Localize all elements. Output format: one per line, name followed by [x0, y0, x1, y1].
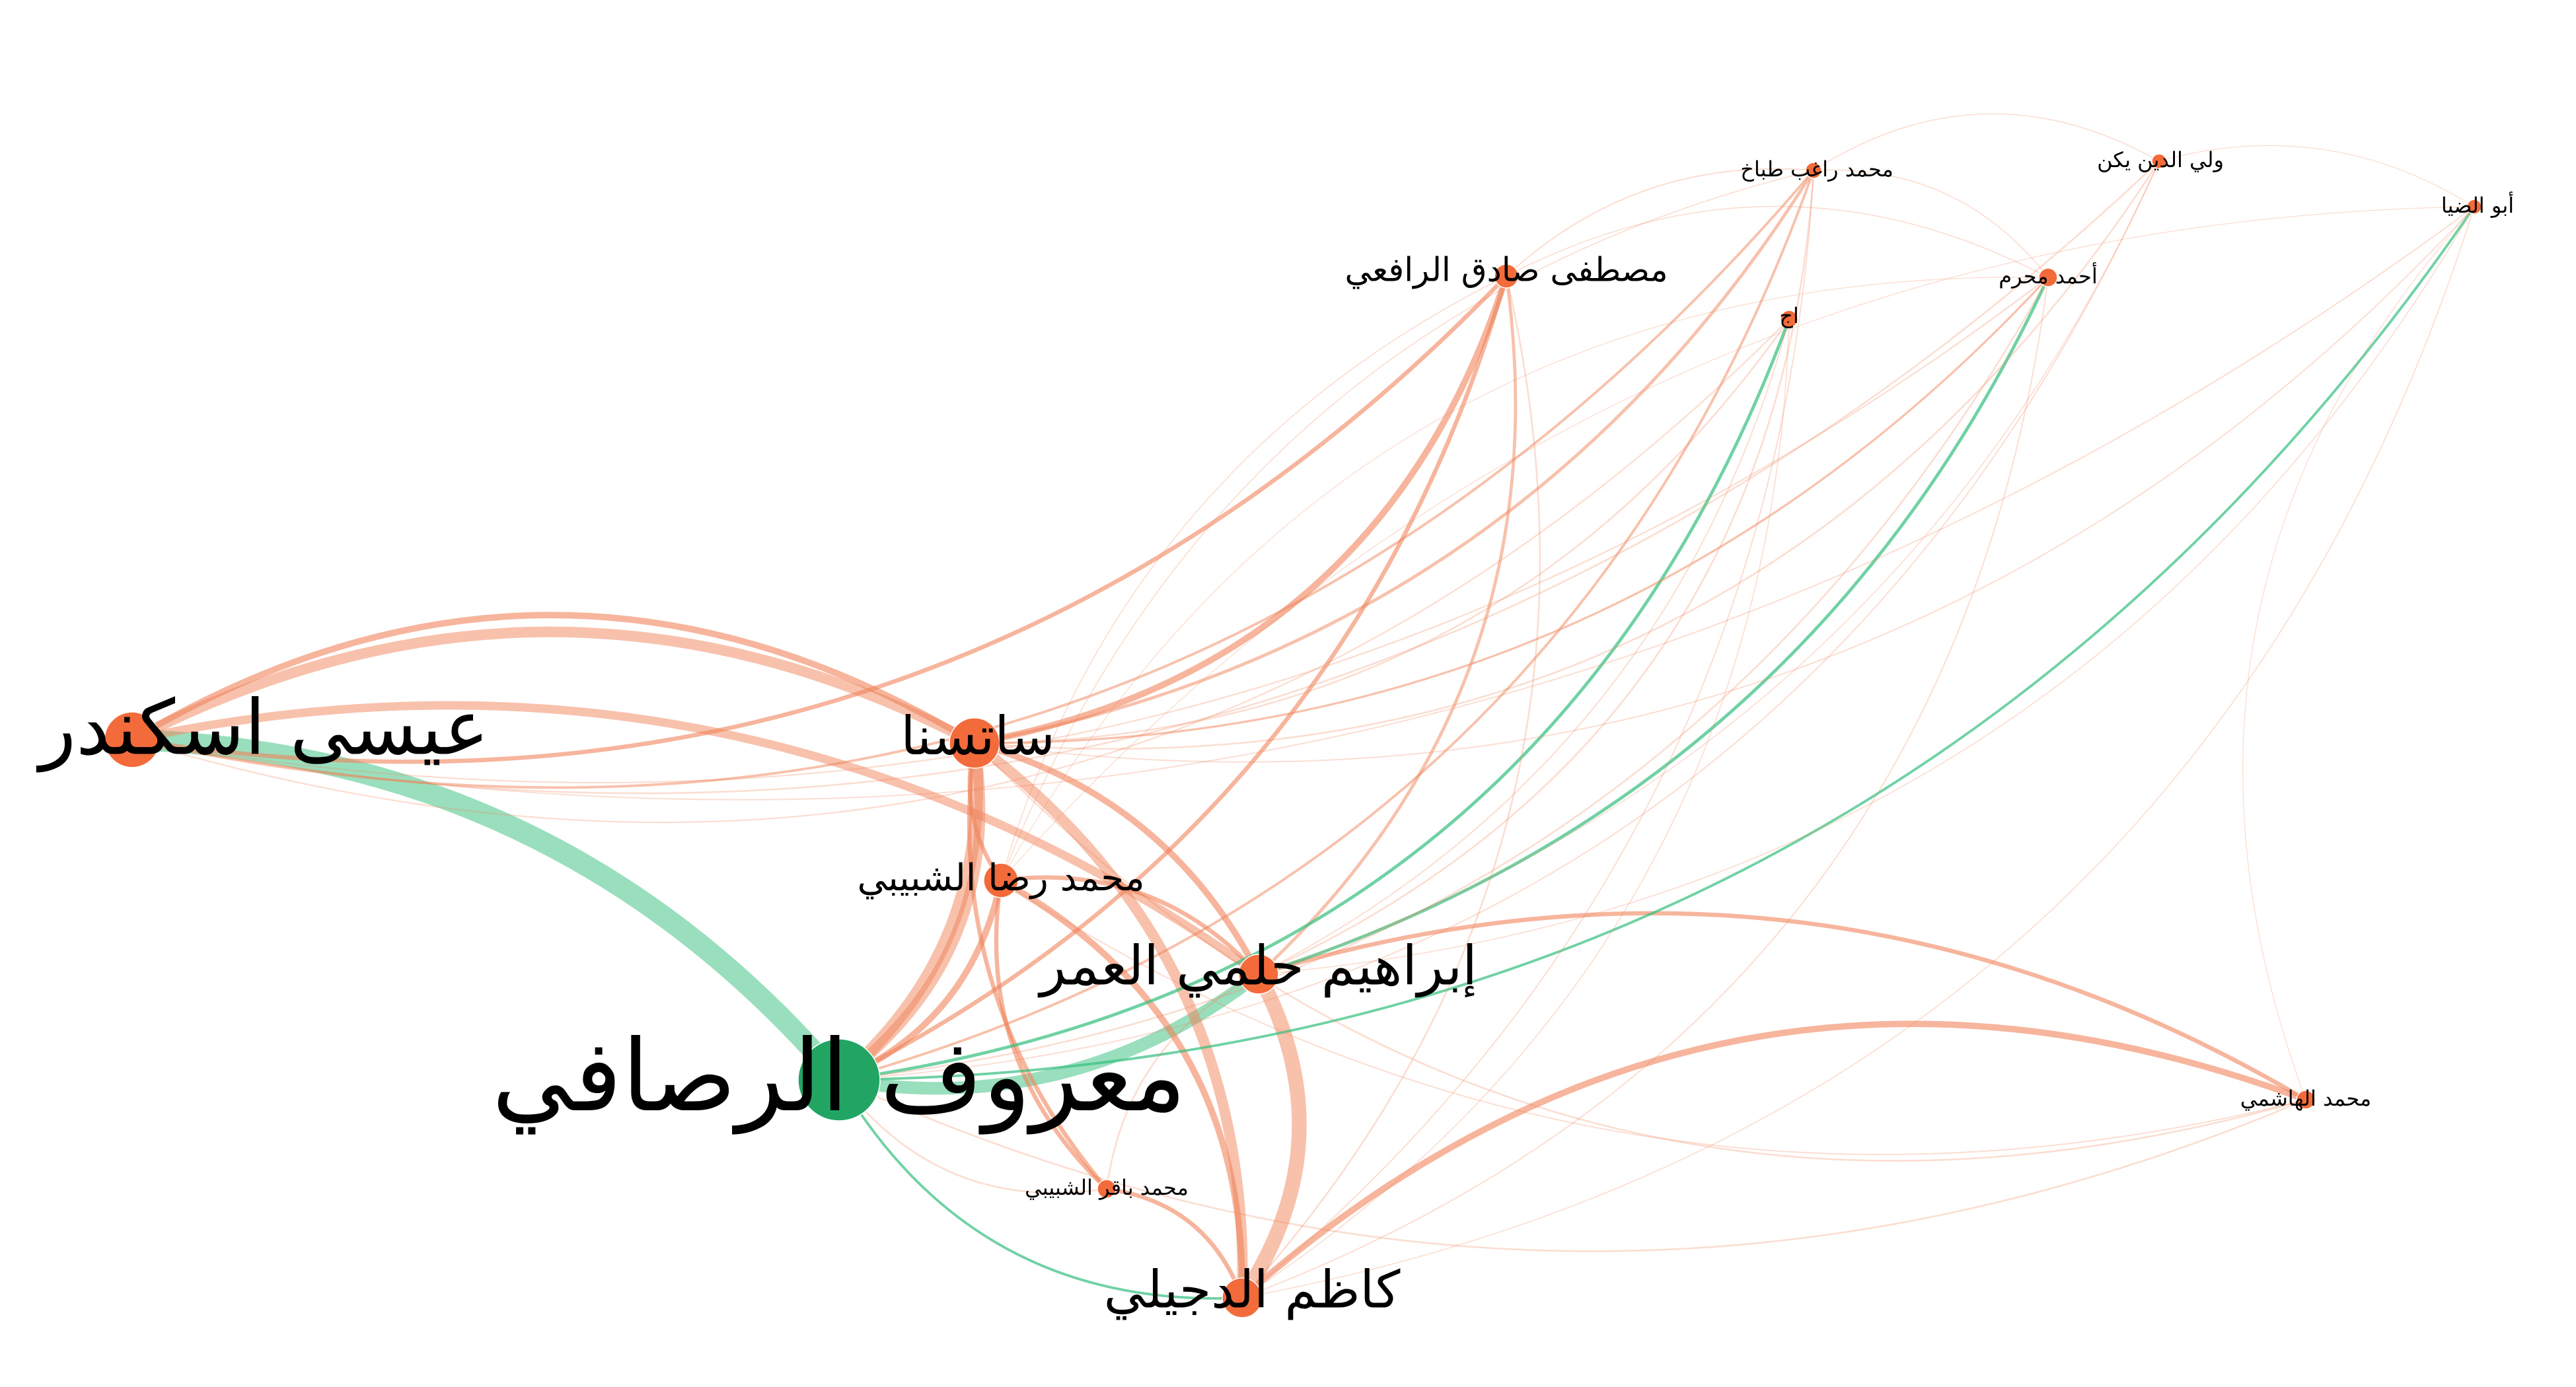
node-label-shabibi_rida: محمد رضا الشبيبي [857, 857, 1144, 900]
edge-shabibi_rida-ibrahim [998, 875, 1261, 977]
edge-iskandar-satsina [127, 626, 980, 748]
edge-dujayli-hashimi [1239, 1020, 2309, 1301]
edge-hashimi-satsina [973, 742, 2307, 1162]
node-label-shabibi_baqir: محمد باقر الشبيبي [1025, 1175, 1189, 1200]
node-aj[interactable] [1780, 310, 1798, 328]
node-label-dujayli: كاظم الدجيلي [1104, 1260, 1401, 1320]
edge-muharram-satsina [973, 276, 2049, 744]
edge-aj-rusafi [837, 317, 1791, 1082]
edge-waliyuddin-abualdiya [2158, 145, 2475, 207]
edge-ibrahim-dujayli [1234, 966, 1307, 1306]
edge-waliyuddin-rusafi [838, 160, 2160, 1081]
edge-shabibi_rida-tabbakh [1000, 170, 1814, 881]
edge-tabbakh-dujayli [1241, 170, 1814, 1298]
node-muharram[interactable] [2038, 267, 2058, 287]
edge-aj-ibrahim [1258, 318, 1790, 975]
edge-iskandar-rusafi [122, 729, 850, 1090]
edge-iskandar-satsina [129, 612, 978, 746]
node-label-rafii: مصطفى صادق الرافعي [1345, 251, 1668, 289]
node-tabbakh[interactable] [1805, 162, 1822, 179]
edge-aj-satsina [973, 318, 1790, 744]
edge-rafii-rusafi [836, 273, 1509, 1083]
edge-muharram-ibrahim [1257, 275, 2050, 976]
edge-rafii-tabbakh [1506, 168, 1814, 277]
edge-shabibi_baqir-rusafi [838, 1079, 1108, 1194]
edge-shabibi_rida-rafii [1000, 275, 1507, 881]
edge-waliyuddin-satsina [973, 160, 2160, 750]
edge-muharram-dujayli [1241, 277, 2049, 1298]
node-rafii[interactable] [1494, 264, 1519, 289]
node-hashimi[interactable] [2296, 1090, 2316, 1110]
node-label-aj: اج [1779, 303, 1799, 328]
node-shabibi_baqir[interactable] [1097, 1179, 1117, 1199]
node-satsina[interactable] [949, 717, 1000, 769]
edge-hashimi-shabibi_rida [1000, 880, 2306, 1155]
edge-ibrahim-rusafi [832, 968, 1265, 1095]
node-rusafi[interactable] [797, 1038, 881, 1121]
edge-abualdiya-satsina [974, 206, 2475, 763]
node-label-satsina: ساتسنا [901, 705, 1055, 767]
node-dujayli[interactable] [1222, 1277, 1263, 1318]
node-shabibi_rida[interactable] [983, 863, 1019, 898]
edge-hashimi-abualdiya [2242, 206, 2475, 1100]
node-label-ibrahim: إبراهيم حلمي العمر [1037, 935, 1477, 998]
edge-tabbakh-muharram [1813, 169, 2049, 278]
node-label-rusafi: معروف الرصافي [492, 1019, 1186, 1135]
edge-rafii-iskandar [129, 273, 1509, 764]
edge-satsina-dujayli [969, 738, 1248, 1303]
edge-abualdiya-dujayli [1241, 206, 2475, 1298]
edge-tabbakh-ibrahim [1257, 169, 1815, 976]
node-label-abualdiya: أبو الضيا [2441, 192, 2514, 218]
labels-layer: معروف الرصافي عيسى اسكندر ساتسنا محمد رضا ا… [36, 147, 2515, 1320]
edge-abualdiya-iskandar [131, 206, 2475, 800]
edge-aj-dujayli [1241, 318, 1790, 1298]
edge-abualdiya-rusafi [838, 205, 2476, 1081]
edge-iskandar-ibrahim [128, 701, 1263, 979]
edges-layer [122, 113, 2476, 1306]
edge-tabbakh-iskandar [131, 169, 1815, 789]
edge-shabibi_baqir-shabibi_rida [994, 878, 1109, 1191]
edge-rafii-muharram [1506, 205, 2049, 278]
node-waliyuddin[interactable] [2151, 153, 2167, 169]
edge-ibrahim-hashimi [1256, 911, 2308, 1102]
edge-tabbakh-waliyuddin [1813, 113, 2160, 171]
edge-shabibi_rida-muharram [1000, 276, 2049, 881]
node-label-muharram: أحمد محرم [1999, 262, 2097, 289]
node-label-waliyuddin: ولي الدين يكن [2097, 147, 2224, 172]
edge-waliyuddin-iskandar [131, 160, 2160, 795]
edge-shabibi_rida-abualdiya [1000, 206, 2475, 881]
node-label-tabbakh: محمد راغب طباخ [1740, 157, 1893, 182]
edge-satsina-ibrahim [971, 740, 1262, 978]
node-label-iskandar: عيسى اسكندر [36, 684, 490, 773]
edge-aj-iskandar [131, 318, 1790, 824]
edge-rafii-ibrahim [1257, 274, 1518, 976]
node-iskandar[interactable] [104, 711, 161, 768]
edge-abualdiya-ibrahim [1258, 206, 2475, 975]
node-abualdiya[interactable] [2466, 199, 2482, 215]
edge-dujayli-rusafi [838, 1079, 1243, 1300]
edge-muharram-iskandar [131, 276, 2049, 784]
edge-shabibi_rida-dujayli [998, 877, 1245, 1301]
edge-hashimi-rusafi [838, 1079, 2307, 1252]
edge-shabibi_baqir-satsina [967, 740, 1109, 1191]
nodes-layer [104, 153, 2482, 1318]
edge-tabbakh-satsina [973, 168, 1816, 745]
node-label-hashimi: محمد الهاشمي [2240, 1086, 2371, 1111]
node-ibrahim[interactable] [1238, 954, 1279, 995]
edge-waliyuddin-ibrahim [1258, 160, 2160, 975]
edge-satsina-rusafi [834, 738, 986, 1085]
edge-rafii-dujayli [1241, 275, 1541, 1299]
edge-muharram-rusafi [838, 276, 2049, 1081]
edge-rafii-satsina [971, 273, 1510, 746]
edge-shabibi_baqir-dujayli [1104, 1186, 1245, 1300]
edge-shabibi_baqir-ibrahim [1105, 973, 1260, 1190]
edge-tabbakh-rusafi [838, 169, 1815, 1081]
